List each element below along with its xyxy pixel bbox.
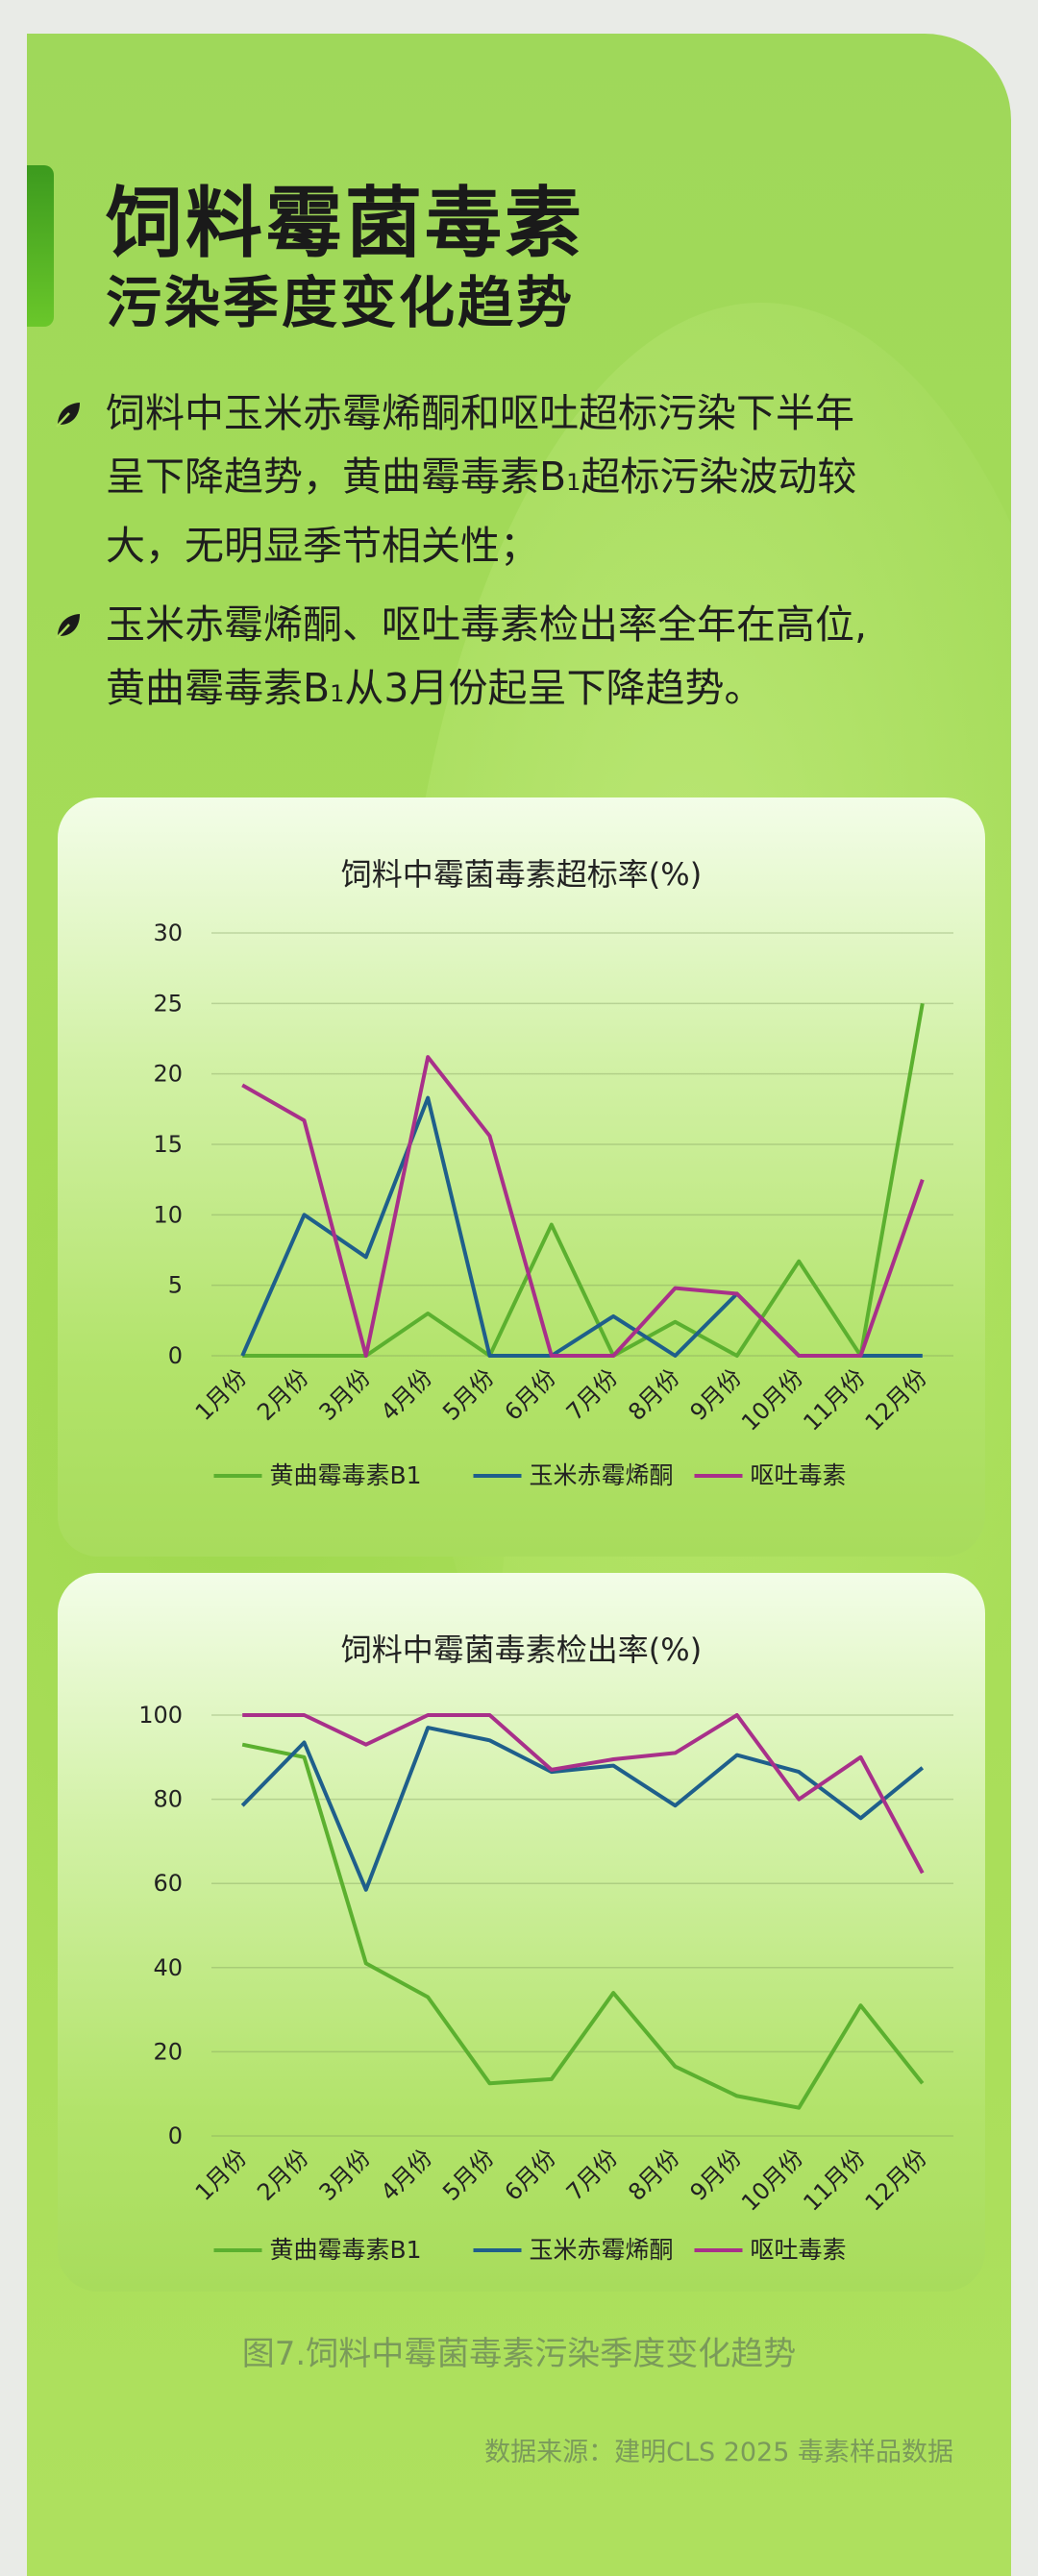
- series-line-zearalenone: [240, 1095, 923, 1358]
- y-tick-label: 40: [153, 1954, 183, 1981]
- y-tick-label: 20: [153, 1061, 183, 1088]
- bullet-line: 玉米赤霉烯酮、呕吐毒素检出率全年在高位,: [106, 601, 868, 648]
- page-title: 饲料霉菌毒素: [106, 179, 584, 268]
- data-source: 数据来源：建明CLS 2025 毒素样品数据: [484, 2438, 953, 2467]
- leaf-bullet-icon: [56, 614, 80, 639]
- bullet-fragment: 呈下降趋势，黄曲霉毒素B: [106, 454, 567, 500]
- y-tick-label: 20: [153, 2038, 183, 2065]
- y-tick-label: 25: [153, 990, 183, 1017]
- bullet-fragment: 超标污染波动较: [581, 454, 857, 500]
- bullet-fragment: 黄曲霉毒素B: [106, 665, 331, 711]
- y-tick-label: 0: [168, 2122, 183, 2149]
- legend-label: 黄曲霉毒素B1: [270, 2236, 422, 2264]
- y-tick-label: 30: [153, 920, 183, 946]
- page-subtitle: 污染季度变化趋势: [106, 270, 576, 335]
- legend-label: 呕吐毒素: [751, 2236, 847, 2264]
- legend-label: 玉米赤霉烯酮: [530, 1461, 674, 1489]
- chart-title: 饲料中霉菌毒素检出率(%): [340, 1631, 703, 1668]
- x-tick-label: 1月份: [190, 1363, 253, 1426]
- x-tick-label: 2月份: [252, 2144, 314, 2206]
- x-tick-label: 5月份: [437, 1363, 500, 1426]
- leaf-bullet-icon: [56, 403, 80, 428]
- y-tick-label: 60: [153, 1870, 183, 1897]
- y-tick-label: 10: [153, 1201, 183, 1228]
- bullet-line: 呈下降趋势，黄曲霉毒素B1超标污染波动较: [106, 445, 980, 514]
- x-tick-label: 8月份: [623, 1363, 685, 1426]
- series-line-aflatoxin: [242, 1002, 925, 1358]
- x-tick-label: 2月份: [252, 1363, 314, 1426]
- x-tick-label: 4月份: [376, 1363, 438, 1426]
- chart-panel-exceedance: 饲料中霉菌毒素超标率(%) 0 5 10 15 20 25 30 1月份 2月份 3月份 4月份 5月…: [58, 797, 985, 1557]
- x-tick-label: 10月份: [736, 2144, 808, 2216]
- bullet-text-1: 饲料中玉米赤霉烯酮和呕吐超标污染下半年 呈下降趋势，黄曲霉毒素B1超标污染波动较…: [106, 381, 980, 577]
- chart-title: 饲料中霉菌毒素超标率(%): [340, 856, 703, 893]
- figure-caption: 图7.饲料中霉菌毒素污染季度变化趋势: [241, 2335, 797, 2373]
- bullet-line: 饲料中玉米赤霉烯酮和呕吐超标污染下半年: [106, 390, 854, 436]
- bullet-text-2: 玉米赤霉烯酮、呕吐毒素检出率全年在高位, 黄曲霉毒素B1从3月份起呈下降趋势。: [106, 593, 980, 725]
- y-tick-label: 15: [153, 1131, 183, 1158]
- chart-panel-detection: 饲料中霉菌毒素检出率(%) 0 20 40 60 80 100 1月份 2月份 3月份 4月份 5月…: [58, 1573, 985, 2292]
- x-tick-label: 11月份: [798, 1363, 870, 1435]
- y-tick-label: 80: [153, 1786, 183, 1813]
- x-tick-label: 12月份: [860, 2144, 932, 2216]
- x-tick-label: 4月份: [376, 2144, 438, 2206]
- y-tick-label: 0: [168, 1342, 183, 1369]
- legend-label: 黄曲霉毒素B1: [270, 1461, 422, 1489]
- x-tick-label: 7月份: [561, 1363, 624, 1426]
- series-line-don: [242, 1713, 925, 1875]
- x-tick-label: 8月份: [623, 2144, 685, 2206]
- legend-label: 玉米赤霉烯酮: [530, 2236, 674, 2264]
- series-line-zearalenone: [240, 1726, 925, 1892]
- bullet-fragment: 从3月份起呈下降趋势。: [344, 665, 764, 711]
- series-line-don: [241, 1055, 925, 1358]
- series-line-aflatoxin: [241, 1742, 925, 2110]
- y-tick-label: 5: [168, 1272, 183, 1299]
- x-tick-label: 6月份: [500, 1363, 562, 1426]
- subscript: 1: [330, 680, 345, 707]
- legend-label: 呕吐毒素: [751, 1461, 847, 1489]
- x-tick-label: 3月份: [314, 2144, 377, 2206]
- x-tick-label: 6月份: [500, 2144, 562, 2206]
- x-tick-label: 5月份: [437, 2144, 500, 2206]
- bullet-line: 大，无明显季节相关性；: [106, 523, 539, 569]
- x-tick-label: 1月份: [190, 2144, 253, 2206]
- y-tick-label: 100: [138, 1702, 183, 1729]
- title-accent-bar: [27, 165, 54, 327]
- x-tick-label: 11月份: [798, 2144, 870, 2216]
- x-tick-label: 7月份: [561, 2144, 624, 2206]
- subscript: 1: [566, 469, 581, 496]
- x-tick-label: 10月份: [736, 1363, 808, 1435]
- x-tick-label: 12月份: [860, 1363, 932, 1435]
- x-tick-label: 3月份: [314, 1363, 377, 1426]
- bullet-line: 黄曲霉毒素B1从3月份起呈下降趋势。: [106, 656, 980, 725]
